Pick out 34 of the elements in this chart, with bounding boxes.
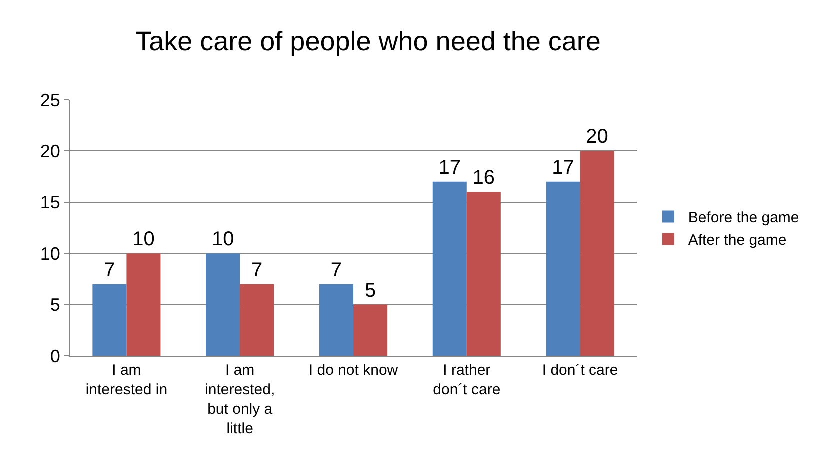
legend-label: Before the game	[688, 210, 800, 227]
data-label: 7	[252, 259, 263, 282]
y-tick-label: 0	[50, 346, 60, 366]
bar	[580, 151, 614, 356]
x-tick-label: I am interested in	[86, 362, 168, 398]
data-label: 10	[212, 228, 234, 251]
bar	[92, 284, 127, 356]
bar	[240, 284, 274, 356]
data-label: 17	[438, 156, 462, 179]
data-label: 16	[472, 167, 496, 190]
data-label: 5	[364, 280, 376, 302]
bar	[126, 254, 161, 356]
y-tick-label: 10	[40, 244, 60, 264]
data-label: 17	[552, 156, 574, 179]
y-tick-label: 25	[40, 90, 60, 110]
chart-title: Take care of people who need the care	[136, 26, 601, 56]
data-label: 20	[586, 126, 608, 148]
data-label: 7	[104, 259, 116, 282]
y-tick-label: 15	[40, 192, 60, 213]
y-tick-label: 5	[50, 295, 60, 316]
data-label: 7	[330, 259, 342, 282]
x-tick-label: I rather don´t care	[433, 362, 501, 398]
bar	[546, 182, 580, 356]
x-tick-label: I don´t care	[542, 362, 618, 379]
data-label: 10	[132, 228, 155, 251]
bar	[432, 182, 467, 356]
x-tick-label: I am interested, but only a little	[205, 362, 276, 438]
bar	[319, 284, 354, 356]
bar	[354, 304, 388, 356]
legend-label: After the game	[688, 232, 787, 250]
y-tick-label: 20	[40, 142, 60, 162]
bar	[206, 254, 240, 356]
x-tick-label: I do not know	[308, 362, 398, 379]
bar	[466, 192, 501, 356]
